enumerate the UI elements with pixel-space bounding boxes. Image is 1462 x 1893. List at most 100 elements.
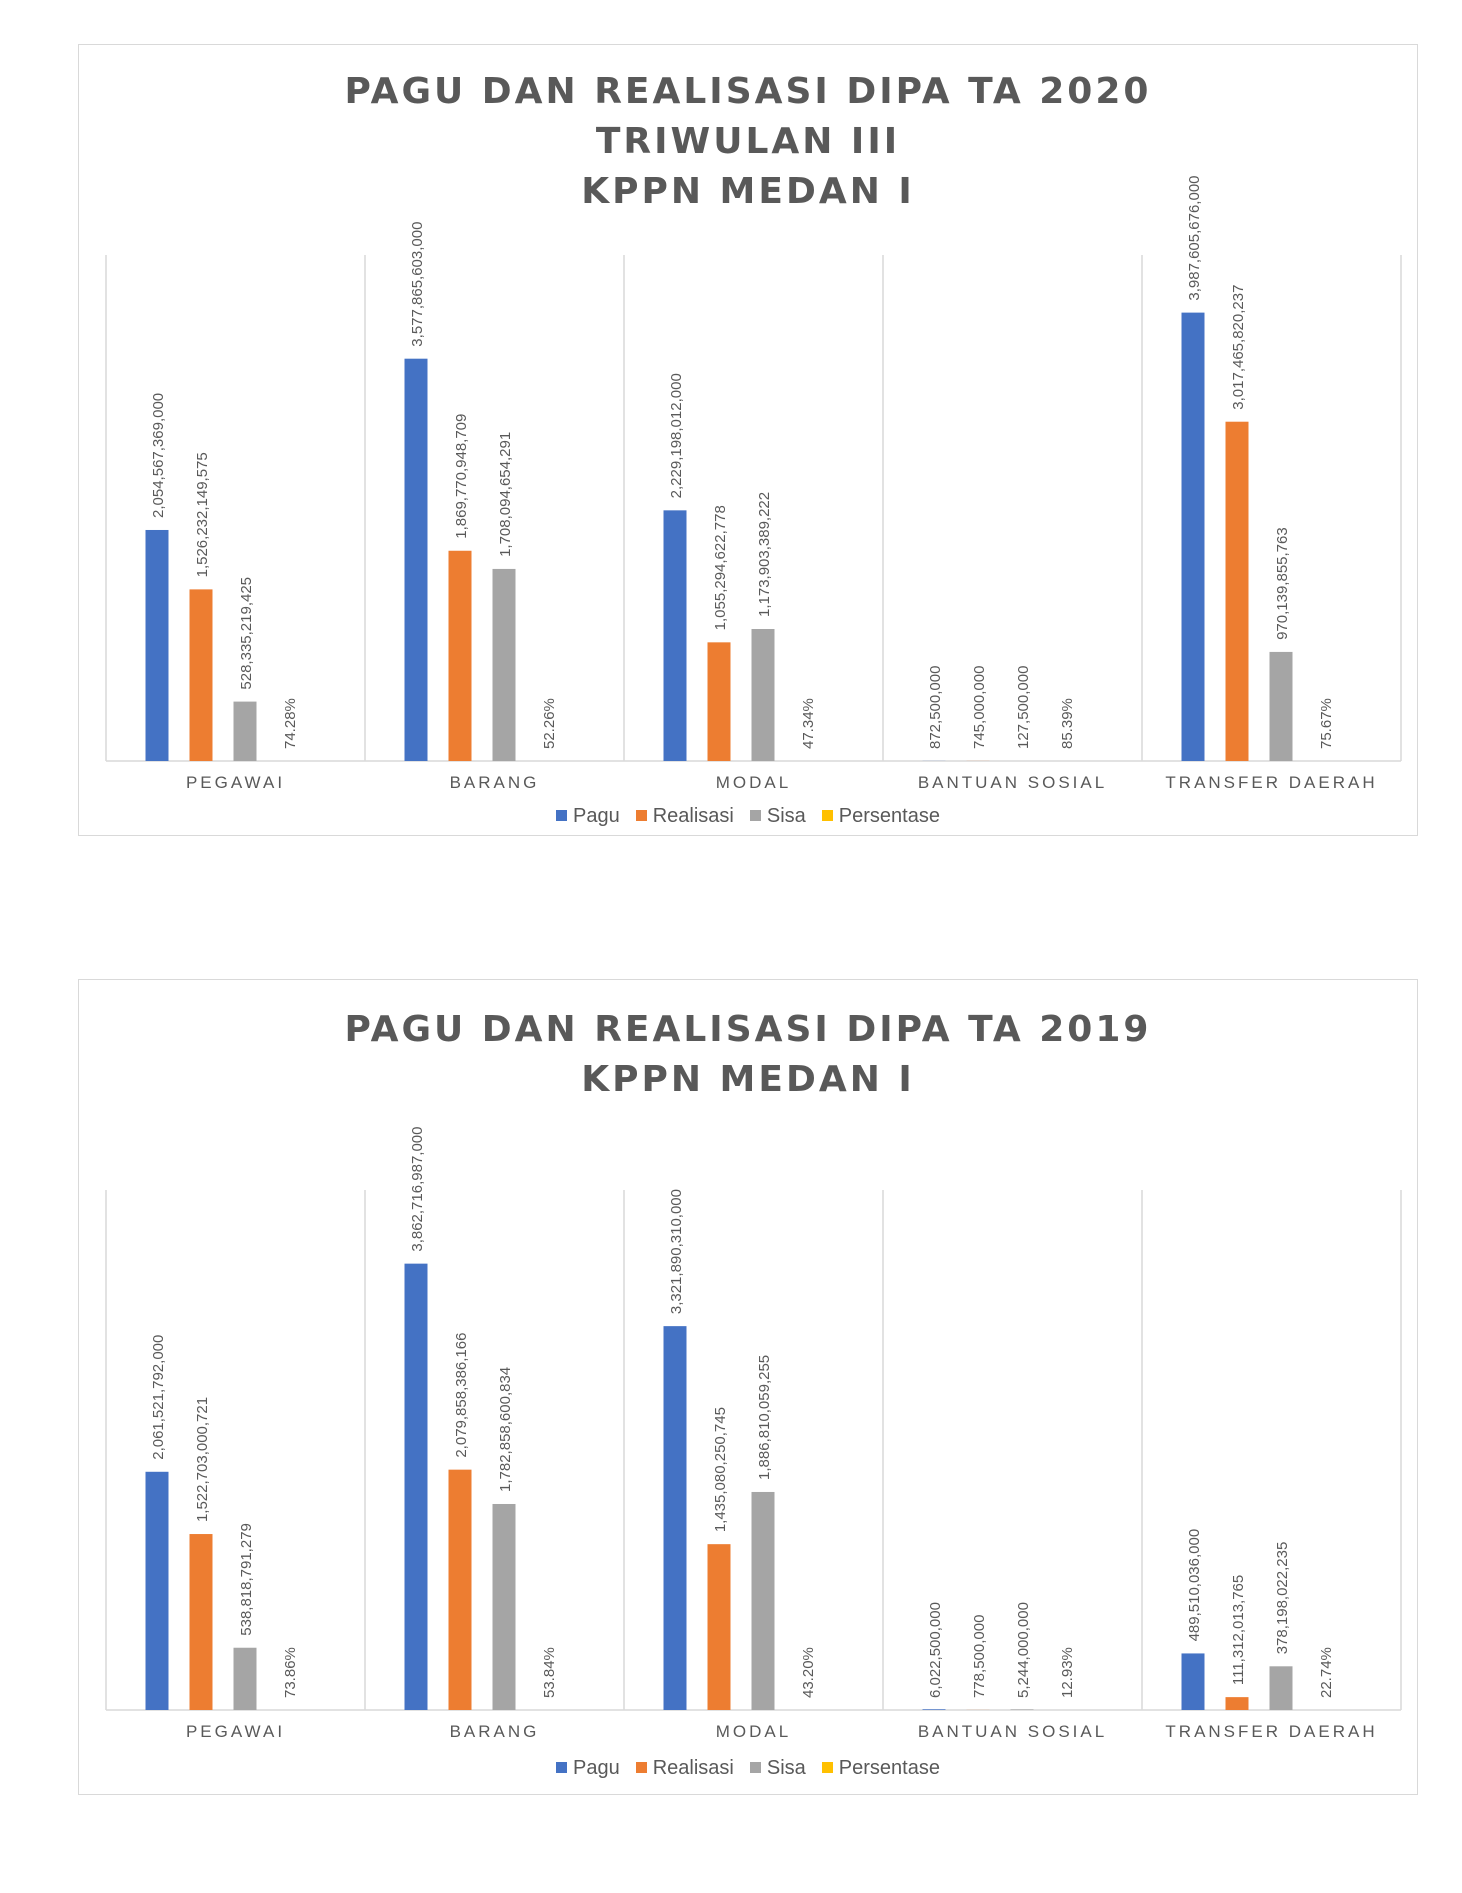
legend-swatch [556, 1762, 568, 1773]
bar [492, 1503, 516, 1710]
legend-swatch [749, 810, 761, 821]
bar [751, 629, 775, 761]
data-label: 2,054,567,369,000 [150, 393, 167, 518]
data-label: 2,079,858,386,166 [453, 1333, 470, 1458]
bar [233, 1647, 257, 1710]
bar [1181, 312, 1205, 761]
data-label: 1,526,232,149,575 [194, 452, 211, 577]
data-label: 127,500,000 [1015, 666, 1032, 749]
bar [1181, 1653, 1205, 1710]
legend-swatch [821, 810, 833, 821]
data-label: 73.86% [282, 1647, 299, 1698]
category-label: MODAL [716, 773, 791, 792]
bar [448, 550, 472, 761]
bar [663, 1326, 687, 1710]
data-label: 1,522,703,000,721 [194, 1397, 211, 1522]
chart-title-line: KPPN MEDAN I [581, 1059, 915, 1100]
data-label: 3,017,465,820,237 [1230, 285, 1247, 410]
category-label: MODAL [716, 1722, 791, 1741]
data-label: 3,862,716,987,000 [409, 1127, 426, 1252]
data-label: 1,782,858,600,834 [497, 1367, 514, 1492]
plot-area: 2,054,567,369,000 1,526,232,149,575 528,33… [105, 175, 1402, 792]
bar [1225, 421, 1249, 761]
data-label: 1,055,294,622,778 [712, 505, 729, 630]
data-label: 1,886,810,059,255 [756, 1355, 773, 1480]
data-label: 378,198,022,235 [1274, 1542, 1291, 1655]
category-label: BANTUAN SOSIAL [918, 1722, 1107, 1741]
legend-label: Pagu [573, 1757, 620, 1779]
bar [404, 358, 428, 761]
bar [1225, 1697, 1249, 1710]
chart-2020: PAGU DAN REALISASI DIPA TA 2020 TRIWULAN… [78, 44, 1418, 836]
data-label: 528,335,219,425 [238, 577, 255, 690]
bar [404, 1263, 428, 1710]
data-label: 22.74% [1318, 1647, 1335, 1698]
category-label: BARANG [450, 773, 540, 792]
legend-item: Persentase [821, 1757, 940, 1780]
legend-swatch [556, 810, 568, 821]
plot-area: 2,061,521,792,000 1,522,703,000,721 538,81… [105, 1127, 1402, 1741]
bar [1269, 651, 1293, 761]
legend-label: Persentase [838, 1757, 940, 1779]
bar [707, 1544, 731, 1710]
legend-item: Sisa [749, 1757, 806, 1780]
bar [189, 589, 213, 761]
data-label: 43.20% [800, 1647, 817, 1698]
data-label: 2,061,521,792,000 [150, 1335, 167, 1460]
bar [922, 1709, 946, 1710]
legend-swatch [635, 810, 647, 821]
legend-item: Pagu [556, 1757, 620, 1780]
data-label: 111,312,013,765 [1230, 1575, 1247, 1685]
data-label: 1,435,080,250,745 [712, 1407, 729, 1532]
data-label: 12.93% [1059, 1647, 1076, 1698]
bar [145, 1471, 169, 1710]
data-label: 53.84% [541, 1647, 558, 1698]
category-label: BANTUAN SOSIAL [918, 773, 1107, 792]
bar [1010, 1709, 1034, 1710]
legend-label: Realisasi [652, 805, 734, 827]
bar [233, 701, 257, 761]
data-label: 47.34% [800, 698, 817, 749]
legend-item: Realisasi [635, 805, 734, 828]
chart-title-line: PAGU DAN REALISASI DIPA TA 2020 [344, 71, 1152, 112]
data-label: 745,000,000 [971, 666, 988, 749]
data-label: 74.28% [282, 698, 299, 749]
data-label: 3,987,605,676,000 [1186, 175, 1203, 300]
bar [707, 642, 731, 761]
bar [492, 568, 516, 761]
data-label: 85.39% [1059, 698, 1076, 749]
data-label: 1,869,770,948,709 [453, 414, 470, 539]
legend-swatch [821, 1762, 833, 1773]
chart-title-line: KPPN MEDAN I [581, 171, 915, 212]
legend-item: Pagu [556, 805, 620, 828]
category-label: BARANG [450, 1722, 540, 1741]
chart-title-line: TRIWULAN III [595, 121, 901, 162]
bar [448, 1469, 472, 1710]
data-label: 52.26% [541, 698, 558, 749]
chart-2019: PAGU DAN REALISASI DIPA TA 2019 KPPN MED… [78, 979, 1418, 1795]
legend-swatch [635, 1762, 647, 1773]
data-label: 1,708,094,654,291 [497, 432, 514, 557]
category-label: PEGAWAI [186, 1722, 285, 1741]
data-label: 5,244,000,000 [1015, 1602, 1032, 1698]
legend: Pagu Realisasi Sisa Persentase [79, 1757, 1417, 1780]
category-label: PEGAWAI [186, 773, 285, 792]
bar [663, 510, 687, 761]
legend-label: Persentase [838, 805, 940, 827]
chart-title: PAGU DAN REALISASI DIPA TA 2019 KPPN MED… [79, 1005, 1417, 1105]
legend-label: Sisa [766, 1757, 806, 1779]
legend-label: Pagu [573, 805, 620, 827]
legend-item: Persentase [821, 805, 940, 828]
data-label: 1,173,903,389,222 [756, 492, 773, 617]
legend: Pagu Realisasi Sisa Persentase [79, 805, 1417, 828]
data-label: 2,229,198,012,000 [668, 373, 685, 498]
bar [189, 1534, 213, 1710]
data-label: 778,500,000 [971, 1615, 988, 1698]
chart-title-line: PAGU DAN REALISASI DIPA TA 2019 [344, 1009, 1152, 1050]
legend-label: Realisasi [652, 1757, 734, 1779]
category-label: TRANSFER DAERAH [1165, 773, 1377, 792]
category-label: TRANSFER DAERAH [1165, 1722, 1377, 1741]
data-label: 75.67% [1318, 698, 1335, 749]
data-label: 970,139,855,763 [1274, 527, 1291, 640]
legend-item: Sisa [749, 805, 806, 828]
